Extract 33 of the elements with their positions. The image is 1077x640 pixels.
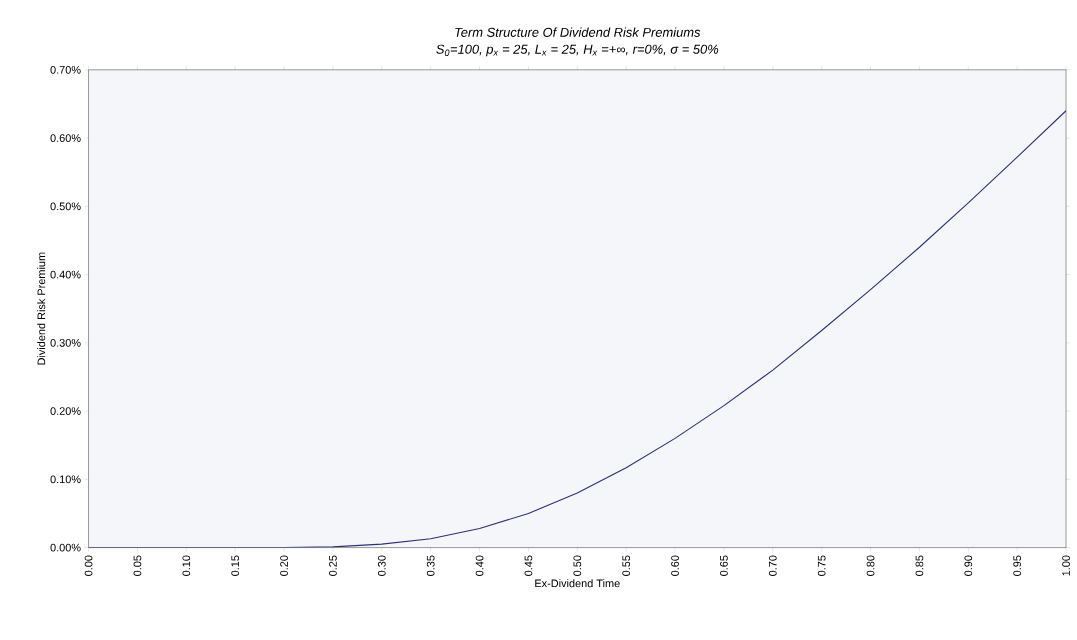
y-tick-label: 0.60% — [50, 134, 81, 142]
y-tick-label: 0.70% — [50, 65, 81, 74]
y-tick-label: 0.10% — [50, 475, 81, 484]
x-tick-label: 0.05 — [133, 555, 142, 576]
x-tick-label: 0.10 — [182, 555, 191, 576]
x-tick-label: 0.65 — [720, 555, 728, 576]
x-tick-label: 0.25 — [329, 555, 337, 576]
text: S$_{0}$=100, p$_{x}$ = 25, L$_{x}$ = 25, H$_{x}$ =+∞, r=0%, σ = 50% — [436, 44, 719, 57]
x-tick-label: 0.85 — [915, 555, 924, 576]
x-tick-label: 0.20 — [280, 555, 288, 576]
x-tick-label: 0.15 — [231, 555, 240, 576]
x-tick-label: 0.75 — [817, 555, 826, 576]
x-tick-label: 0.50 — [573, 555, 582, 576]
x-tick-label: 0.60 — [671, 555, 679, 576]
x-tick-label: 0.30 — [377, 555, 386, 576]
x-tick-label: 0.55 — [622, 555, 631, 576]
y-tick-label: 0.50% — [50, 202, 81, 211]
x-tick-label: 0.00 — [84, 555, 93, 576]
y-tick-label: 0.30% — [50, 338, 81, 347]
y-axis-title: Dividend Risk Premium — [37, 252, 46, 365]
x-tick-label: 0.45 — [524, 555, 533, 576]
x-tick-label: 0.80 — [866, 555, 875, 576]
y-tick-label: 0.40% — [50, 270, 81, 279]
x-tick-label: 0.70 — [768, 555, 777, 576]
x-axis-title: Ex-Dividend Time — [535, 579, 620, 588]
x-tick-label: 0.35 — [426, 555, 435, 576]
y-tick-label: 0.20% — [50, 407, 81, 415]
x-tick-label: 0.40 — [475, 555, 484, 576]
x-tick-label: 0.95 — [1013, 555, 1022, 576]
y-tick-label: 0.00% — [50, 543, 81, 552]
x-tick-label: 1.00 — [1062, 555, 1070, 576]
chart-title: Term Structure Of Dividend Risk Premiums — [455, 27, 701, 37]
x-tick-label: 0.90 — [964, 555, 973, 576]
